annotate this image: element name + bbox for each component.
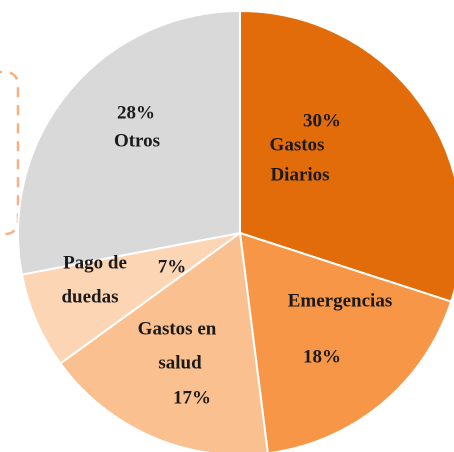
value-label: 17% xyxy=(173,387,211,408)
side-box xyxy=(0,70,20,236)
category-label: Pago de xyxy=(63,252,127,273)
pie-slice xyxy=(17,9,241,276)
pie-slice xyxy=(238,231,453,452)
pie-slice xyxy=(59,231,269,452)
value-label: 28% xyxy=(117,102,155,123)
pie-slice xyxy=(239,9,454,303)
value-label: 18% xyxy=(303,346,341,367)
category-label: Gastos xyxy=(270,134,325,155)
value-label: 30% xyxy=(303,110,341,131)
category-label: Diarios xyxy=(270,164,329,185)
category-label: Otros xyxy=(114,130,160,151)
category-label: salud xyxy=(158,352,202,373)
category-label: Gastos en xyxy=(138,318,217,339)
value-label: 7% xyxy=(158,256,187,277)
category-label: Emergencias xyxy=(288,290,392,311)
category-label: duedas xyxy=(61,286,118,307)
